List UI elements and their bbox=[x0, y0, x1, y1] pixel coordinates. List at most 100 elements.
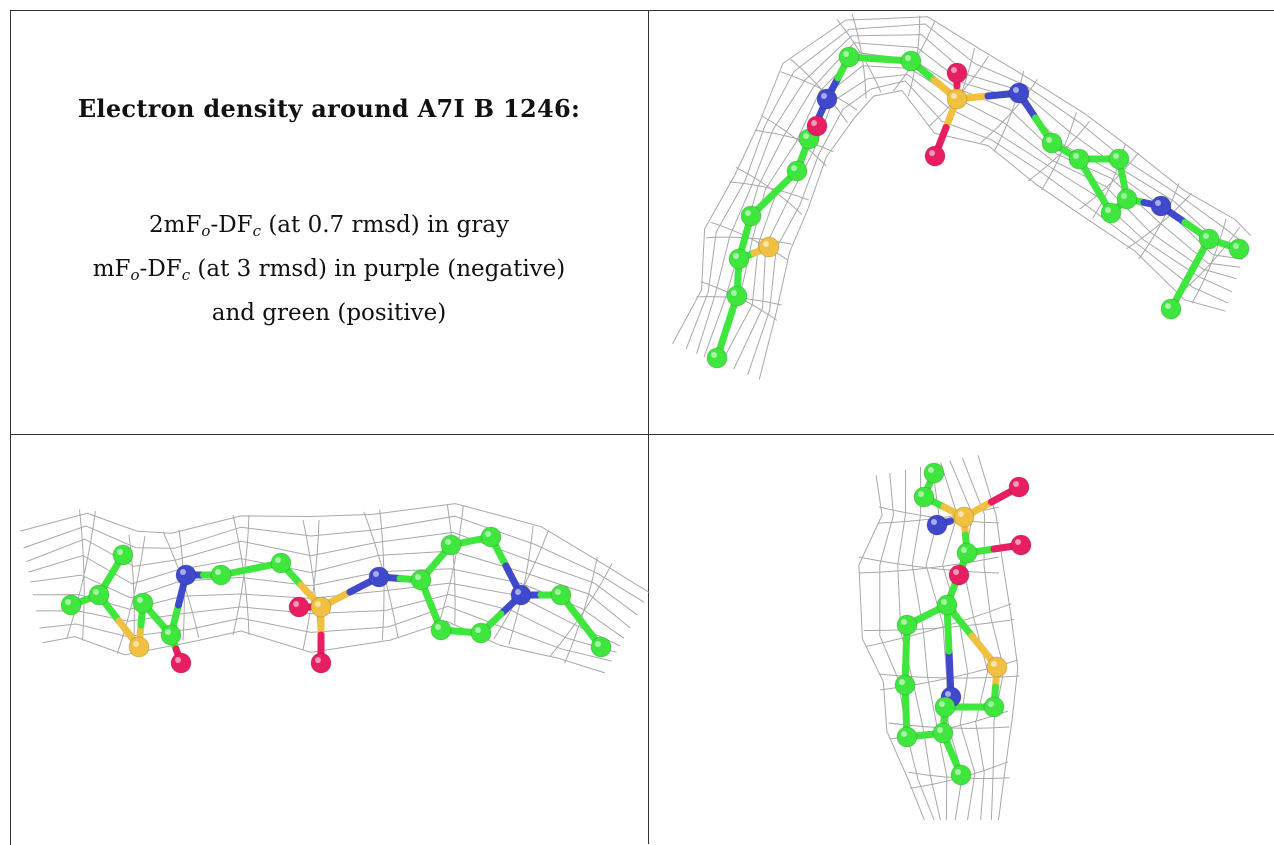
atom-c bbox=[896, 614, 918, 636]
atom-highlight bbox=[435, 624, 441, 630]
atom-c bbox=[1068, 148, 1090, 170]
figure-grid bbox=[10, 10, 1274, 845]
atom-s bbox=[128, 636, 150, 658]
atom-c bbox=[894, 674, 916, 696]
atom-c bbox=[786, 160, 808, 182]
atom-c bbox=[956, 542, 978, 564]
atom-highlight bbox=[137, 597, 143, 603]
atom-s bbox=[310, 596, 332, 618]
atom-highlight bbox=[1121, 193, 1127, 199]
atom-highlight bbox=[1013, 87, 1019, 93]
atom-highlight bbox=[555, 589, 561, 595]
atom-highlight bbox=[901, 731, 907, 737]
figure-title: Electron density around A7I B 1246: bbox=[77, 94, 581, 123]
atom-highlight bbox=[315, 601, 321, 607]
atom-c bbox=[160, 624, 182, 646]
atom-highlight bbox=[1113, 153, 1119, 159]
atom-c bbox=[838, 46, 860, 68]
atom-c bbox=[60, 594, 82, 616]
atom-o bbox=[948, 564, 970, 586]
ligand-model bbox=[60, 526, 612, 674]
atom-highlight bbox=[988, 701, 994, 707]
atom-c bbox=[480, 526, 502, 548]
atom-c bbox=[896, 726, 918, 748]
caption-panel: Electron density around A7I B 1246: 2mFo… bbox=[10, 10, 648, 434]
atom-highlight bbox=[180, 569, 186, 575]
atom-c bbox=[932, 722, 954, 744]
grid-divider-vertical bbox=[648, 10, 649, 844]
atom-o bbox=[946, 62, 968, 84]
atom-n bbox=[510, 584, 532, 606]
atom-highlight bbox=[485, 531, 491, 537]
atom-s bbox=[986, 656, 1008, 678]
grid-divider-horizontal bbox=[10, 434, 1274, 435]
atom-highlight bbox=[941, 599, 947, 605]
atom-c bbox=[726, 285, 748, 307]
atom-c bbox=[936, 594, 958, 616]
atom-s bbox=[758, 236, 780, 258]
atom-c bbox=[112, 544, 134, 566]
atom-c bbox=[728, 248, 750, 270]
atom-c bbox=[983, 696, 1005, 718]
atom-c bbox=[1160, 298, 1182, 320]
atom-c bbox=[430, 619, 452, 641]
atom-highlight bbox=[65, 599, 71, 605]
atom-highlight bbox=[901, 619, 907, 625]
atom-c bbox=[1116, 188, 1138, 210]
atom-c bbox=[470, 622, 492, 644]
atom-highlight bbox=[821, 93, 827, 99]
atom-s bbox=[946, 88, 968, 110]
legend-line-fo: mFo-DFc (at 3 rmsd) in purple (negative) bbox=[92, 256, 566, 284]
atom-highlight bbox=[899, 679, 905, 685]
atom-highlight bbox=[811, 120, 817, 126]
atom-highlight bbox=[928, 467, 934, 473]
atom-highlight bbox=[1046, 137, 1052, 143]
atom-highlight bbox=[595, 641, 601, 647]
atom-c bbox=[410, 569, 432, 591]
atom-s bbox=[953, 506, 975, 528]
atom-highlight bbox=[175, 657, 181, 663]
atom-c bbox=[1198, 228, 1220, 250]
atom-highlight bbox=[931, 519, 937, 525]
atom-n bbox=[1150, 195, 1172, 217]
density-view-top-right bbox=[672, 13, 1252, 380]
legend-text: 2mFo-DFc (at 0.7 rmsd) in gray mFo-DFc (… bbox=[10, 206, 648, 332]
atom-c bbox=[440, 534, 462, 556]
legend-line-2fo: 2mFo-DFc (at 0.7 rmsd) in gray bbox=[149, 212, 509, 240]
atom-highlight bbox=[939, 701, 945, 707]
density-view-bottom-right bbox=[858, 455, 1032, 821]
atom-highlight bbox=[937, 727, 943, 733]
atom-highlight bbox=[415, 574, 421, 580]
atom-highlight bbox=[215, 569, 221, 575]
atom-c bbox=[950, 764, 972, 786]
atom-c bbox=[706, 347, 728, 369]
atom-highlight bbox=[93, 589, 99, 595]
atom-highlight bbox=[373, 571, 379, 577]
atom-highlight bbox=[733, 253, 739, 259]
density-mesh bbox=[858, 455, 1020, 821]
atom-o bbox=[310, 652, 332, 674]
atom-o bbox=[170, 652, 192, 674]
atom-highlight bbox=[763, 241, 769, 247]
atom-n bbox=[1008, 82, 1030, 104]
atom-highlight bbox=[951, 93, 957, 99]
atom-c bbox=[1100, 202, 1122, 224]
atom-highlight bbox=[293, 601, 299, 607]
ligand-model bbox=[706, 46, 1250, 369]
atom-highlight bbox=[275, 557, 281, 563]
atom-highlight bbox=[1155, 200, 1161, 206]
atom-c bbox=[1041, 132, 1063, 154]
atom-highlight bbox=[929, 150, 935, 156]
atom-n bbox=[926, 514, 948, 536]
atom-c bbox=[900, 50, 922, 72]
atom-highlight bbox=[315, 657, 321, 663]
atom-highlight bbox=[945, 691, 951, 697]
atom-n bbox=[816, 88, 838, 110]
atom-highlight bbox=[991, 661, 997, 667]
atom-highlight bbox=[445, 539, 451, 545]
atom-highlight bbox=[1233, 243, 1239, 249]
atom-highlight bbox=[955, 769, 961, 775]
atom-highlight bbox=[1015, 539, 1021, 545]
atom-n bbox=[175, 564, 197, 586]
atom-highlight bbox=[711, 352, 717, 358]
